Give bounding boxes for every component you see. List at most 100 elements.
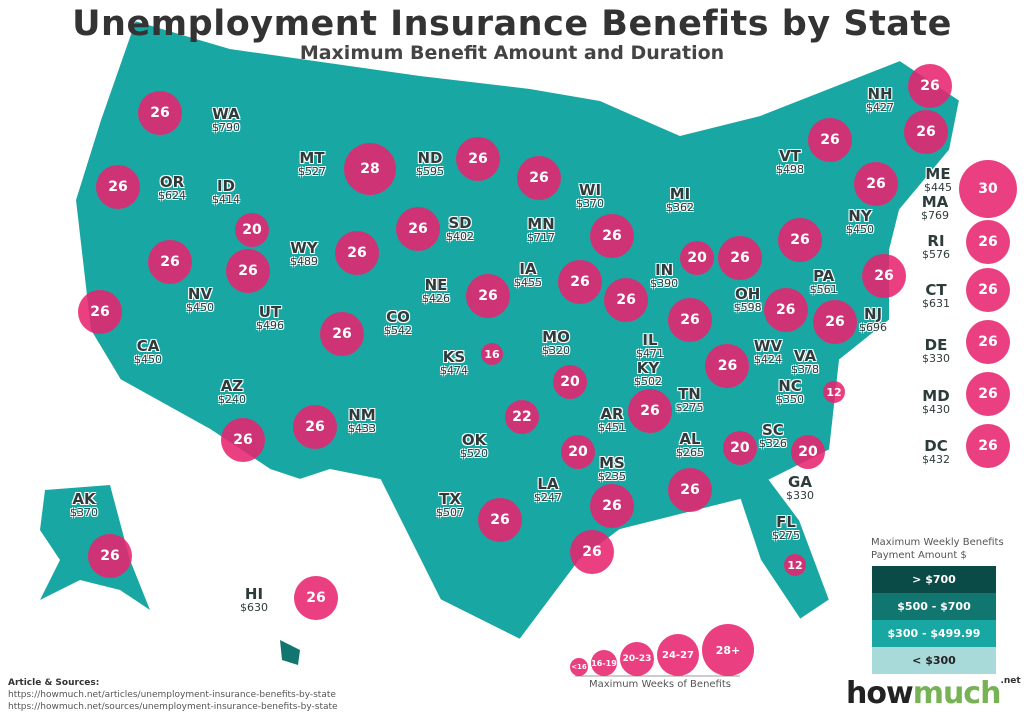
weeks-bubble-az: 26 xyxy=(221,418,265,462)
weeks-bubble-ks: 16 xyxy=(481,343,503,365)
source-link-article[interactable]: https://howmuch.net/articles/unemploymen… xyxy=(8,690,336,700)
state-label-mi: MI $362 xyxy=(666,185,694,214)
state-amount: $326 xyxy=(758,437,787,450)
page-title: Unemployment Insurance Benefits by State xyxy=(0,4,1024,44)
state-amount: $502 xyxy=(634,374,662,388)
weeks-bubble-nj: 26 xyxy=(862,254,906,298)
state-amount: $489 xyxy=(290,255,318,268)
weeks-bubble-ms: 26 xyxy=(590,483,634,528)
weeks-bubble-ar: 20 xyxy=(561,435,595,469)
state-abbr: NC xyxy=(778,377,802,395)
state-amount: $265 xyxy=(676,446,704,459)
state-label-sd: SD $402 xyxy=(446,216,474,243)
source-link-sources[interactable]: https://howmuch.net/sources/unemployment… xyxy=(8,702,338,712)
state-abbr: WI xyxy=(578,181,602,199)
state-abbr: OK xyxy=(461,431,487,449)
state-amount: $471 xyxy=(636,346,664,360)
state-label-ms: MS $235 xyxy=(598,453,626,482)
state-label-ga: GA $330 xyxy=(786,475,814,502)
state-amount: $426 xyxy=(422,292,450,305)
state-label-nv: NV $450 xyxy=(186,285,214,314)
state-label-ri: RI $576 xyxy=(922,234,950,261)
state-amount: $624 xyxy=(158,189,186,202)
state-label-oh: OH $598 xyxy=(733,285,762,314)
page-subtitle: Maximum Benefit Amount and Duration xyxy=(0,42,1024,64)
weeks-bubble-nv: 26 xyxy=(148,240,192,284)
weeks-bubble-ri: 26 xyxy=(966,219,1010,264)
state-amount: $696 xyxy=(859,321,888,334)
state-label-or: OR $624 xyxy=(158,175,186,202)
state-abbr: WY xyxy=(290,239,318,257)
page-subtitle-text: Maximum Benefit Amount and Duration xyxy=(299,42,725,64)
weeks-bubble-va: 26 xyxy=(813,300,858,344)
weeks-bubble-md: 26 xyxy=(966,372,1010,416)
weeks-bubble-mo: 20 xyxy=(553,365,587,399)
weeks-bubble-ga: 20 xyxy=(722,431,757,465)
state-label-tx: TX $507 xyxy=(436,492,464,519)
state-amount: $378 xyxy=(791,363,819,376)
state-amount: $330 xyxy=(922,352,950,365)
state-amount: $507 xyxy=(436,506,464,519)
state-label-ca: CA $450 xyxy=(134,339,162,366)
state-abbr: NV xyxy=(187,285,213,303)
state-abbr: IL xyxy=(642,330,658,349)
state-amount: $790 xyxy=(212,121,240,134)
state-amount: $598 xyxy=(733,301,762,314)
state-abbr: ND xyxy=(417,149,443,167)
weeks-legend-bubble: 20-23 xyxy=(620,642,654,676)
weeks-bubble-co: 26 xyxy=(320,312,364,356)
state-abbr: ME xyxy=(925,165,951,183)
weeks-bubble-ky: 26 xyxy=(705,343,750,388)
state-amount: $240 xyxy=(218,393,246,406)
state-abbr: WA xyxy=(212,105,240,123)
state-amount: $455 xyxy=(514,276,542,289)
state-abbr: IN xyxy=(655,261,674,279)
state-amount: $275 xyxy=(772,529,800,542)
state-label-md: MD $430 xyxy=(922,389,950,416)
state-abbr: KS xyxy=(442,348,466,366)
state-abbr: AR xyxy=(600,405,624,423)
state-abbr: MO xyxy=(542,328,570,346)
state-amount: $451 xyxy=(598,421,626,434)
state-abbr: AK xyxy=(72,490,96,508)
state-label-nc: NC $350 xyxy=(776,377,804,406)
weeks-bubble-mt: 28 xyxy=(344,143,396,195)
weeks-bubble-ca: 26 xyxy=(78,290,122,334)
state-abbr: KY xyxy=(636,358,660,377)
state-amount: $542 xyxy=(384,324,412,337)
weeks-bubble-hi: 26 xyxy=(294,576,338,620)
state-abbr: MS xyxy=(599,453,625,472)
state-abbr: VT xyxy=(779,147,801,165)
state-amount: $350 xyxy=(776,393,804,406)
weeks-bubble-ut: 26 xyxy=(226,248,270,293)
weeks-bubble-wv: 26 xyxy=(763,288,808,332)
weeks-legend-bubble: 28+ xyxy=(702,624,754,676)
state-abbr: IA xyxy=(519,260,537,278)
state-amount: $414 xyxy=(212,193,240,206)
state-label-ks: KS $474 xyxy=(440,348,468,377)
page-title-text: Unemployment Insurance Benefits by State xyxy=(72,4,952,44)
state-amount: $390 xyxy=(650,277,679,290)
state-amount: $430 xyxy=(922,403,950,416)
weeks-bubble-ct: 26 xyxy=(966,268,1010,312)
state-amount: $424 xyxy=(754,353,782,366)
weeks-bubble-wi: 26 xyxy=(590,213,634,258)
state-abbr: OH xyxy=(735,285,761,303)
weeks-bubble-tx: 26 xyxy=(478,498,522,542)
state-abbr: NY xyxy=(848,207,872,225)
legend-title-line2: Payment Amount $ xyxy=(871,550,967,561)
state-label-me: ME $445 xyxy=(924,165,952,194)
state-abbr: CO xyxy=(386,308,410,326)
state-abbr: ID xyxy=(216,177,236,195)
weeks-bubble-sc: 20 xyxy=(791,435,825,469)
state-abbr: MI xyxy=(669,185,691,203)
legend-item: < $300 xyxy=(872,647,996,674)
sources-heading: Article & Sources: xyxy=(8,678,100,688)
weeks-legend-bubble: 24-27 xyxy=(657,634,699,676)
state-label-in: IN $390 xyxy=(650,261,679,290)
weeks-bubble-nc: 12 xyxy=(823,381,845,403)
weeks-bubble-id: 20 xyxy=(235,212,269,247)
state-amount: $370 xyxy=(70,506,98,519)
state-amount: $630 xyxy=(240,601,268,614)
state-label-nd: ND $595 xyxy=(416,149,444,178)
